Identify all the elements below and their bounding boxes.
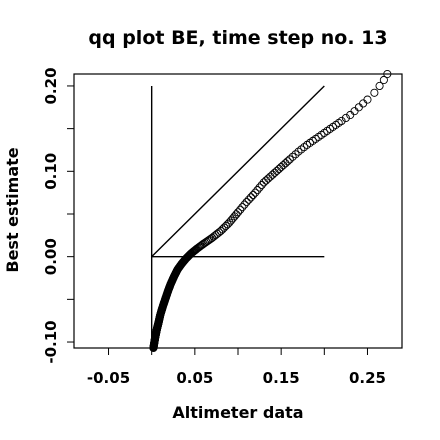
y-axis-label: Best estimate	[3, 147, 22, 272]
data-point	[257, 180, 266, 190]
x-axis-label: Altimeter data	[172, 403, 303, 422]
x-tick-label: -0.05	[87, 369, 130, 387]
data-point	[253, 186, 262, 195]
data-point	[251, 188, 260, 197]
data-point	[249, 190, 258, 200]
y-tick-label: 0.00	[42, 238, 60, 275]
data-point	[283, 157, 292, 166]
data-point	[341, 113, 350, 123]
data-point	[285, 155, 294, 164]
data-point	[255, 183, 264, 192]
data-point	[242, 197, 251, 207]
y-axis: -0.10 0.00 0.10 0.20	[42, 67, 74, 364]
reference-line-identity	[151, 85, 325, 258]
x-tick-label: 0.15	[263, 369, 300, 387]
data-point	[233, 208, 243, 217]
data-point	[238, 203, 247, 212]
y-tick-label: 0.20	[42, 67, 60, 104]
data-point	[198, 240, 207, 249]
data-point	[288, 152, 297, 161]
x-tick-label: 0.25	[349, 369, 386, 387]
x-tick-label: 0.05	[176, 369, 213, 387]
y-tick-label: -0.10	[42, 320, 60, 363]
data-point	[291, 150, 300, 159]
y-tick-label: 0.10	[42, 153, 60, 190]
data-point	[246, 193, 255, 202]
data-point	[244, 195, 253, 204]
data-point	[337, 116, 346, 125]
chart-title: qq plot BE, time step no. 13	[88, 27, 387, 49]
x-axis: -0.05 0.05 0.15 0.25	[87, 348, 386, 387]
data-point	[363, 95, 372, 104]
data-point	[370, 88, 379, 97]
data-point	[379, 75, 388, 85]
data-points	[149, 69, 392, 353]
reference-lines	[150, 85, 325, 343]
data-point	[236, 205, 245, 214]
data-point	[297, 145, 306, 154]
data-point	[300, 143, 309, 152]
data-point	[383, 69, 392, 79]
data-point	[294, 147, 303, 156]
data-point	[240, 200, 249, 209]
data-point	[375, 81, 384, 90]
